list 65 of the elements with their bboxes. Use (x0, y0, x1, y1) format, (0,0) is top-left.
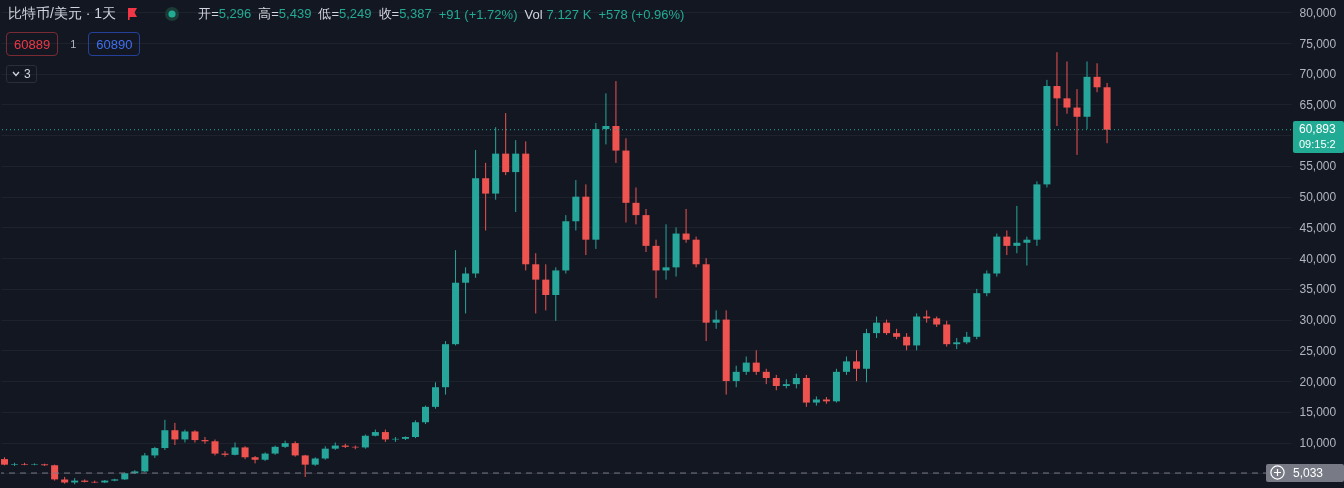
candlestick (983, 269, 991, 297)
candlestick (1073, 88, 1081, 156)
annotation: +91 (+1.72%) (438, 6, 518, 22)
candlestick (943, 320, 951, 348)
candlestick (842, 355, 850, 376)
candlestick (732, 365, 740, 388)
candlestick (1063, 60, 1071, 115)
ref-line-label: 5,033 (1293, 465, 1324, 480)
ref-line-label: 60,893 (1299, 122, 1336, 137)
y-tick-label: 30,000 (1299, 313, 1337, 328)
candlestick (632, 186, 640, 225)
candlestick (482, 162, 490, 231)
annotation: 开=5,296 (198, 6, 252, 21)
y-tick-label: 10,000 (1299, 436, 1337, 451)
y-tick-label: 75,000 (1299, 36, 1337, 51)
candlestick (1093, 62, 1101, 93)
outlined-button: 60890 (88, 32, 141, 56)
candlestick (432, 381, 440, 410)
candlestick (512, 139, 520, 213)
y-tick-label: 40,000 (1299, 251, 1337, 266)
candlestick (462, 266, 470, 314)
annotation: 低=5,249 (318, 6, 372, 21)
chart-title: 比特币/美元 · 1天 (8, 5, 117, 23)
dropdown-button: 3 (6, 65, 37, 83)
annotation: 1 (70, 38, 77, 50)
candlestick (502, 112, 510, 176)
annotation: Vol (524, 6, 543, 22)
candlestick (682, 208, 690, 244)
candlestick (1023, 236, 1031, 267)
candlestick (421, 405, 429, 425)
candlestick (171, 422, 179, 446)
candlestick (1013, 205, 1021, 254)
annotation: 60889 (14, 36, 51, 52)
candlestick (662, 223, 670, 281)
candlestick (542, 263, 550, 311)
price-tag: 5,033 (1266, 464, 1344, 483)
y-tick-label: 35,000 (1299, 282, 1337, 297)
candlestick (742, 355, 750, 376)
candlestick (532, 252, 540, 314)
y-tick-label: 45,000 (1299, 220, 1337, 235)
annotation: +578 (+0.96%) (598, 6, 685, 22)
y-tick-label: 50,000 (1299, 190, 1337, 205)
annotation: 高=5,439 (258, 6, 312, 21)
annotation: 3 (24, 67, 31, 81)
y-tick-label: 55,000 (1299, 159, 1337, 174)
y-tick-label: 65,000 (1299, 97, 1337, 112)
outlined-button: 60889 (6, 32, 59, 56)
y-tick-label: 80,000 (1299, 5, 1337, 20)
candlestick (251, 455, 259, 464)
annotation: 7.127 K (546, 6, 592, 22)
annotation: 收=5,387 (378, 6, 432, 21)
candlestick (161, 419, 169, 451)
candlestick (752, 349, 760, 376)
y-tick-label: 25,000 (1299, 343, 1337, 358)
candlestick (141, 452, 149, 473)
candlestick (852, 349, 860, 382)
candlestick (712, 309, 720, 330)
annotation: 60890 (96, 36, 133, 52)
candlestick (873, 316, 881, 339)
candlestick (1053, 51, 1061, 127)
y-tick-label: 70,000 (1299, 67, 1337, 82)
y-tick-label: 15,000 (1299, 405, 1337, 420)
y-tick-label: 20,000 (1299, 374, 1337, 389)
candlestick (1003, 229, 1011, 256)
price-tag: 60,893 09:15:2 (1293, 120, 1344, 153)
